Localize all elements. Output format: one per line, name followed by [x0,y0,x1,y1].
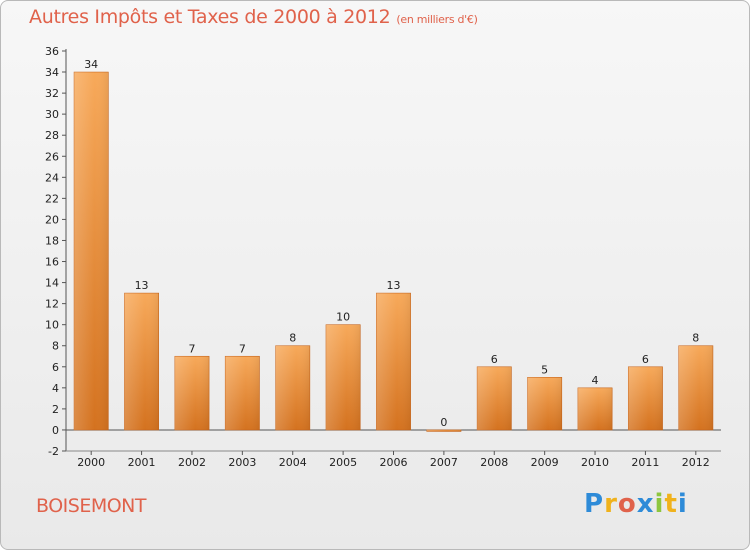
y-tick-label: -2 [48,445,59,458]
chart-bars [73,71,714,432]
y-tick-label: 34 [45,66,59,79]
bar-highlight [74,72,109,430]
y-tick-label: 8 [52,340,59,353]
y-tick-label: 28 [45,129,59,142]
proxiti-logo[interactable]: Proxiti [584,489,688,519]
data-label: 8 [692,332,699,345]
logo-letter: x [636,489,655,519]
bar-highlight [174,356,210,430]
bar-highlight [426,429,462,432]
chart-unit: (en milliers d'€) [396,13,478,26]
bar-highlight [628,366,663,430]
bar-highlight [225,356,260,430]
data-label: 8 [289,332,296,345]
data-label: 10 [336,311,350,324]
y-tick-label: 12 [45,298,59,311]
y-tick-label: 2 [52,403,59,416]
chart-title: Autres Impôts et Taxes de 2000 à 2012 (en… [29,6,478,28]
y-tick-label: 16 [45,256,59,269]
x-tick-label: 2012 [682,456,710,469]
y-tick-label: 36 [45,45,59,58]
data-label: 6 [491,353,498,366]
city-name: BOISEMONT [36,495,147,517]
bar-highlight [577,387,613,430]
logo-letter: i [654,489,665,519]
bar-highlight [376,293,411,430]
x-tick-label: 2008 [480,456,508,469]
y-tick-label: 24 [45,171,59,184]
chart-labels: 2000 34 2001 13 2002 7 2003 7 2004 8 2005 10 2006 13 2… [77,58,710,469]
x-tick-label: 2005 [329,456,357,469]
y-tick-label: 18 [45,234,59,247]
x-tick-label: 2011 [631,456,659,469]
x-tick-label: 2010 [581,456,609,469]
data-label: 7 [239,342,246,355]
x-tick-label: 2007 [430,456,458,469]
y-tick-label: 22 [45,192,59,205]
y-tick-label: 10 [45,319,59,332]
y-tick-label: 26 [45,150,59,163]
x-tick-label: 2000 [77,456,105,469]
x-tick-label: 2006 [380,456,408,469]
x-tick-label: 2003 [228,456,256,469]
bar-highlight [527,377,562,430]
chart-title-text: Autres Impôts et Taxes de 2000 à 2012 [29,6,391,28]
logo-letter: o [617,489,637,519]
bar-highlight [275,345,310,430]
logo-letter: r [604,489,618,519]
y-tick-label: 32 [45,87,59,100]
y-tick-label: 20 [45,213,59,226]
x-tick-label: 2009 [531,456,559,469]
x-tick-label: 2004 [279,456,307,469]
y-tick-label: 14 [45,277,59,290]
data-label: 4 [592,374,599,387]
data-label: 13 [135,279,149,292]
data-label: 0 [440,416,447,429]
logo-letter: t [664,489,678,519]
bar-highlight [325,324,361,430]
logo-letter: P [584,489,605,519]
x-tick-label: 2002 [178,456,206,469]
bar-highlight [678,345,713,430]
bar-highlight [124,293,159,430]
bar-highlight [477,366,512,430]
logo-letter: i [677,489,688,519]
y-tick-label: 6 [52,361,59,374]
data-label: 34 [84,58,98,71]
y-tick-label: 0 [52,424,59,437]
x-tick-label: 2001 [128,456,156,469]
data-label: 13 [387,279,401,292]
y-tick-label: 30 [45,108,59,121]
data-label: 6 [642,353,649,366]
data-label: 7 [188,342,195,355]
data-label: 5 [541,363,548,376]
y-tick-label: 4 [52,382,59,395]
